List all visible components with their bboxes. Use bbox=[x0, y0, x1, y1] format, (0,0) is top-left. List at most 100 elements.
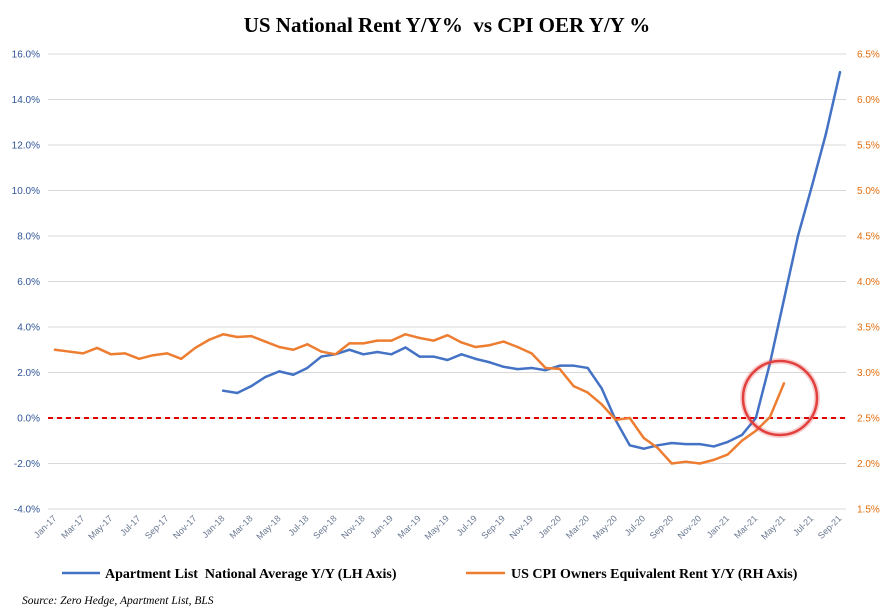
chart-title: US National Rent Y/Y% vs CPI OER Y/Y % bbox=[244, 13, 651, 37]
x-tick-label: Sep-19 bbox=[479, 513, 507, 541]
cpi-oer-point bbox=[670, 462, 673, 465]
cpi-oer-point bbox=[642, 436, 645, 440]
apartment-list-rent-point bbox=[446, 358, 449, 362]
cpi-oer-point bbox=[348, 342, 351, 345]
y-left-tick-label: 12.0% bbox=[12, 141, 40, 152]
cpi-oer-point bbox=[418, 336, 421, 340]
highlight-circle-ring bbox=[741, 359, 819, 437]
cpi-oer-point bbox=[250, 334, 253, 338]
cpi-oer-point bbox=[586, 391, 589, 394]
cpi-oer-point bbox=[544, 366, 547, 370]
y-right-tick-label: 5.0% bbox=[857, 186, 880, 197]
apartment-list-rent-point bbox=[488, 361, 491, 364]
apartment-list-rent-point bbox=[740, 433, 744, 437]
x-tick-label: Jan-18 bbox=[200, 513, 227, 540]
cpi-oer-point bbox=[446, 333, 449, 337]
y-left-tick-label: 8.0% bbox=[17, 232, 40, 243]
cpi-oer-point bbox=[530, 352, 533, 355]
cpi-oer-point bbox=[334, 353, 337, 356]
y-right-tick-label: 6.5% bbox=[857, 50, 880, 61]
cpi-oer-point bbox=[712, 458, 716, 462]
y-left-tick-label: 2.0% bbox=[17, 368, 40, 379]
y-left-tick-label: 10.0% bbox=[12, 186, 40, 197]
cpi-oer-point bbox=[151, 354, 155, 357]
cpi-oer-point bbox=[390, 339, 393, 342]
cpi-oer-point bbox=[572, 384, 575, 388]
cpi-oer-point bbox=[123, 352, 127, 355]
apartment-list-rent-point bbox=[250, 384, 253, 388]
apartment-list-rent-line bbox=[221, 70, 842, 450]
x-tick-label: Jan-21 bbox=[705, 513, 732, 540]
y-right-axis: 6.5% 6.0% 5.5% 5.0% 4.5% 4.0% 3.5% 3.0% 2.5% 2.0%… bbox=[857, 50, 880, 516]
apartment-list-rent-point bbox=[404, 346, 407, 349]
cpi-oer-point bbox=[179, 357, 183, 361]
legend-label-oer: US CPI Owners Equivalent Rent Y/Y (RH Ax… bbox=[511, 567, 798, 582]
y-left-tick-label: 14.0% bbox=[12, 95, 40, 106]
cpi-oer-point bbox=[488, 344, 491, 347]
cpi-oer-point bbox=[320, 350, 323, 353]
x-tick-label: Mar-18 bbox=[227, 513, 254, 540]
cpi-oer-point bbox=[362, 342, 365, 345]
x-tick-label: Jul-18 bbox=[286, 513, 310, 537]
apartment-list-rent-point bbox=[376, 350, 379, 354]
apartment-list-rent-point bbox=[306, 366, 309, 370]
cpi-oer-point bbox=[222, 333, 225, 336]
apartment-list-rent-point bbox=[572, 364, 575, 367]
x-tick-label: Sep-18 bbox=[311, 513, 339, 541]
x-tick-label: Nov-17 bbox=[171, 513, 199, 541]
cpi-oer-point bbox=[306, 343, 309, 346]
cpi-oer-point bbox=[474, 345, 477, 349]
x-tick-label: May-18 bbox=[254, 513, 282, 541]
apartment-list-rent-point bbox=[712, 445, 716, 448]
source-note: Source: Zero Hedge, Apartment List, BLS bbox=[22, 595, 214, 607]
x-tick-label: Mar-19 bbox=[396, 513, 423, 540]
y-right-tick-label: 3.0% bbox=[857, 368, 880, 379]
apartment-list-rent-point bbox=[320, 355, 323, 358]
x-tick-label: Jul-20 bbox=[623, 513, 647, 537]
cpi-oer-point bbox=[656, 446, 659, 450]
x-tick-label: Nov-18 bbox=[339, 513, 367, 541]
cpi-oer-point bbox=[404, 333, 407, 336]
x-tick-label: Sep-17 bbox=[143, 513, 171, 541]
cpi-oer-point bbox=[193, 346, 197, 350]
x-tick-label: Mar-21 bbox=[732, 513, 759, 540]
cpi-oer-point bbox=[376, 339, 379, 342]
apartment-list-rent-point bbox=[278, 370, 281, 373]
y-left-tick-label: 0.0% bbox=[17, 414, 40, 425]
cpi-oer-point bbox=[264, 340, 267, 343]
y-left-tick-label: -4.0% bbox=[14, 505, 40, 516]
legend: Apartment List National Average Y/Y (LH … bbox=[62, 567, 798, 582]
cpi-oer-point bbox=[782, 382, 786, 385]
apartment-list-rent-point bbox=[418, 355, 421, 358]
apartment-list-rent-point bbox=[796, 234, 800, 238]
x-tick-label: Jul-21 bbox=[791, 513, 815, 537]
apartment-list-rent-point bbox=[544, 369, 547, 372]
x-tick-label: May-19 bbox=[423, 513, 451, 541]
apartment-list-rent-point bbox=[236, 391, 239, 395]
y-right-tick-label: 4.5% bbox=[857, 232, 880, 243]
apartment-list-rent-point bbox=[222, 389, 225, 392]
apartment-list-rent-point bbox=[754, 416, 758, 420]
y-right-tick-label: 6.0% bbox=[857, 95, 880, 106]
apartment-list-rent-point bbox=[502, 365, 505, 369]
apartment-list-rent-point bbox=[684, 442, 687, 446]
y-right-tick-label: 3.5% bbox=[857, 323, 880, 334]
cpi-oer-point bbox=[740, 439, 744, 442]
cpi-oer-point bbox=[516, 345, 519, 349]
x-tick-label: Jan-17 bbox=[32, 513, 59, 540]
cpi-oer-point bbox=[278, 345, 281, 349]
y-left-tick-label: -2.0% bbox=[14, 459, 40, 470]
apartment-list-rent-line-group bbox=[221, 70, 842, 450]
apartment-list-rent-point bbox=[348, 348, 351, 351]
apartment-list-rent-point bbox=[292, 373, 295, 376]
cpi-oer-point bbox=[95, 346, 99, 350]
x-tick-label: Mar-17 bbox=[59, 513, 86, 540]
y-right-tick-label: 5.5% bbox=[857, 141, 880, 152]
x-tick-label: Jan-19 bbox=[368, 513, 395, 540]
x-tick-label: Jul-17 bbox=[118, 513, 142, 537]
y-left-tick-label: 4.0% bbox=[17, 323, 40, 334]
cpi-oer-point bbox=[726, 453, 730, 456]
y-left-tick-label: 6.0% bbox=[17, 277, 40, 288]
cpi-oer-point bbox=[165, 352, 169, 355]
